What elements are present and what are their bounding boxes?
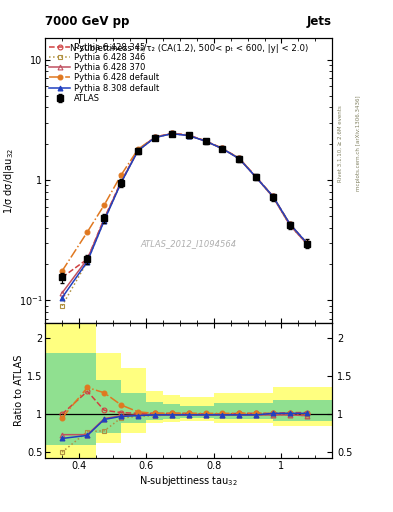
- Pythia 6.428 345: [288, 221, 292, 227]
- Pythia 6.428 345: [136, 147, 140, 153]
- Pythia 6.428 370: [119, 179, 123, 185]
- Pythia 6.428 345: [169, 130, 174, 136]
- Pythia 6.428 345: [254, 174, 259, 180]
- Pythia 6.428 346: [237, 156, 242, 162]
- Pythia 8.308 default: [237, 156, 242, 162]
- Pythia 8.308 default: [136, 147, 140, 154]
- Pythia 6.428 346: [136, 147, 140, 154]
- Pythia 6.428 370: [271, 194, 275, 200]
- Pythia 6.428 346: [152, 135, 157, 141]
- Pythia 6.428 default: [220, 145, 225, 152]
- Pythia 6.428 default: [203, 138, 208, 144]
- Pythia 6.428 346: [203, 138, 208, 144]
- Pythia 6.428 346: [60, 303, 64, 309]
- Line: Pythia 6.428 370: Pythia 6.428 370: [60, 131, 309, 295]
- Text: Jets: Jets: [307, 15, 332, 28]
- X-axis label: N-subjettiness tau$_{32}$: N-subjettiness tau$_{32}$: [139, 474, 238, 488]
- Pythia 6.428 345: [271, 194, 275, 200]
- Pythia 6.428 370: [288, 222, 292, 228]
- Pythia 6.428 370: [152, 134, 157, 140]
- Pythia 6.428 370: [254, 174, 259, 180]
- Pythia 6.428 370: [203, 138, 208, 144]
- Pythia 6.428 default: [119, 172, 123, 178]
- Pythia 6.428 370: [85, 256, 90, 262]
- Pythia 6.428 default: [136, 146, 140, 152]
- Line: Pythia 6.428 346: Pythia 6.428 346: [60, 131, 309, 308]
- Pythia 6.428 346: [119, 180, 123, 186]
- Pythia 6.428 default: [186, 132, 191, 138]
- Pythia 6.428 346: [254, 174, 259, 180]
- Pythia 6.428 default: [152, 134, 157, 140]
- Pythia 6.428 370: [186, 132, 191, 138]
- Pythia 6.428 345: [152, 134, 157, 140]
- Pythia 8.308 default: [186, 133, 191, 139]
- Pythia 6.428 346: [220, 145, 225, 152]
- Line: Pythia 8.308 default: Pythia 8.308 default: [60, 131, 309, 300]
- Line: Pythia 6.428 345: Pythia 6.428 345: [60, 131, 309, 280]
- Pythia 8.308 default: [271, 194, 275, 200]
- Pythia 8.308 default: [102, 218, 107, 224]
- Pythia 6.428 default: [305, 240, 309, 246]
- Pythia 6.428 346: [288, 222, 292, 228]
- Text: 7000 GeV pp: 7000 GeV pp: [45, 15, 130, 28]
- Pythia 6.428 370: [60, 290, 64, 296]
- Pythia 8.308 default: [152, 135, 157, 141]
- Pythia 6.428 345: [237, 155, 242, 161]
- Pythia 6.428 346: [85, 259, 90, 265]
- Pythia 6.428 345: [60, 274, 64, 281]
- Legend: Pythia 6.428 345, Pythia 6.428 346, Pythia 6.428 370, Pythia 6.428 default, Pyth: Pythia 6.428 345, Pythia 6.428 346, Pyth…: [48, 41, 160, 104]
- Pythia 8.308 default: [85, 259, 90, 265]
- Pythia 6.428 370: [102, 217, 107, 223]
- Pythia 6.428 346: [102, 218, 107, 224]
- Pythia 6.428 370: [237, 156, 242, 162]
- Pythia 6.428 345: [102, 215, 107, 221]
- Pythia 6.428 345: [85, 256, 90, 262]
- Pythia 8.308 default: [288, 221, 292, 227]
- Pythia 8.308 default: [254, 174, 259, 180]
- Pythia 6.428 345: [203, 138, 208, 144]
- Pythia 8.308 default: [60, 295, 64, 301]
- Pythia 6.428 default: [288, 221, 292, 227]
- Pythia 8.308 default: [305, 240, 309, 246]
- Pythia 6.428 345: [186, 132, 191, 138]
- Pythia 6.428 default: [254, 174, 259, 180]
- Pythia 6.428 default: [102, 202, 107, 208]
- Pythia 6.428 346: [271, 194, 275, 200]
- Pythia 6.428 370: [305, 241, 309, 247]
- Pythia 6.428 346: [305, 241, 309, 247]
- Pythia 6.428 default: [169, 130, 174, 136]
- Pythia 6.428 345: [119, 179, 123, 185]
- Pythia 6.428 346: [186, 133, 191, 139]
- Pythia 8.308 default: [119, 180, 123, 186]
- Pythia 6.428 default: [60, 268, 64, 274]
- Pythia 8.308 default: [203, 138, 208, 144]
- Pythia 6.428 370: [220, 145, 225, 152]
- Y-axis label: 1/σ dσ/d|au$_{32}$: 1/σ dσ/d|au$_{32}$: [2, 147, 16, 214]
- Pythia 6.428 default: [271, 194, 275, 200]
- Pythia 6.428 345: [305, 240, 309, 246]
- Pythia 6.428 default: [237, 155, 242, 161]
- Line: Pythia 6.428 default: Pythia 6.428 default: [60, 131, 309, 273]
- Pythia 8.308 default: [220, 145, 225, 152]
- Text: mcplots.cern.ch [arXiv:1306.3436]: mcplots.cern.ch [arXiv:1306.3436]: [356, 96, 361, 191]
- Pythia 6.428 370: [169, 131, 174, 137]
- Pythia 6.428 370: [136, 147, 140, 154]
- Y-axis label: Ratio to ATLAS: Ratio to ATLAS: [14, 355, 24, 426]
- Pythia 8.308 default: [169, 131, 174, 137]
- Pythia 6.428 345: [220, 145, 225, 152]
- Text: N-subjettiness τ₃/τ₂ (CA(1.2), 500< pₜ < 600, |y| < 2.0): N-subjettiness τ₃/τ₂ (CA(1.2), 500< pₜ <…: [70, 44, 308, 53]
- Pythia 6.428 default: [85, 229, 90, 235]
- Text: ATLAS_2012_I1094564: ATLAS_2012_I1094564: [141, 239, 237, 248]
- Pythia 6.428 346: [169, 131, 174, 137]
- Text: Rivet 3.1.10, ≥ 2.6M events: Rivet 3.1.10, ≥ 2.6M events: [338, 105, 343, 182]
